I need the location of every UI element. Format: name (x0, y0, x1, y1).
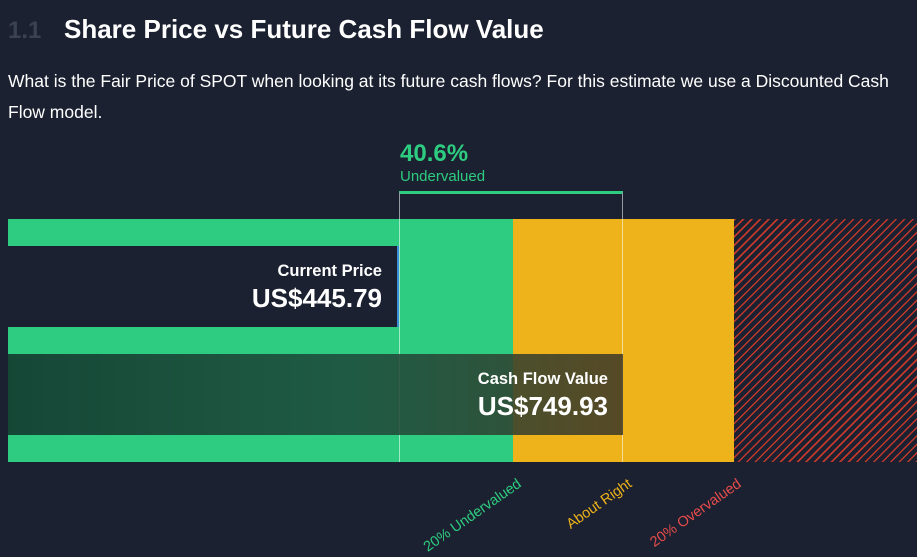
cash-flow-value-value: US$749.93 (477, 391, 608, 421)
section-description: What is the Fair Price of SPOT when look… (8, 71, 889, 122)
zone-label-undervalued: 20% Undervalued (420, 476, 525, 556)
cash-flow-value-bar: Cash Flow Value US$749.93 (8, 354, 623, 435)
current-price-label: Current Price (277, 262, 382, 280)
zone-overvalued (734, 219, 917, 462)
difference-bracket (399, 191, 623, 462)
section-number: 1.1 (8, 17, 42, 44)
section-header: 1.1 Share Price vs Future Cash Flow Valu… (8, 14, 544, 45)
difference-label: Undervalued (400, 168, 486, 185)
zone-label-overvalued: 20% Overvalued (647, 476, 745, 551)
zone-label-about-right: About Right (563, 476, 636, 533)
cash-flow-value-label: Cash Flow Value (477, 370, 608, 388)
current-price-value: US$445.79 (251, 283, 382, 313)
current-price-bar: Current Price US$445.79 (8, 246, 399, 327)
section-title: Share Price vs Future Cash Flow Value (64, 14, 544, 44)
difference-percent: 40.6% (400, 140, 469, 167)
